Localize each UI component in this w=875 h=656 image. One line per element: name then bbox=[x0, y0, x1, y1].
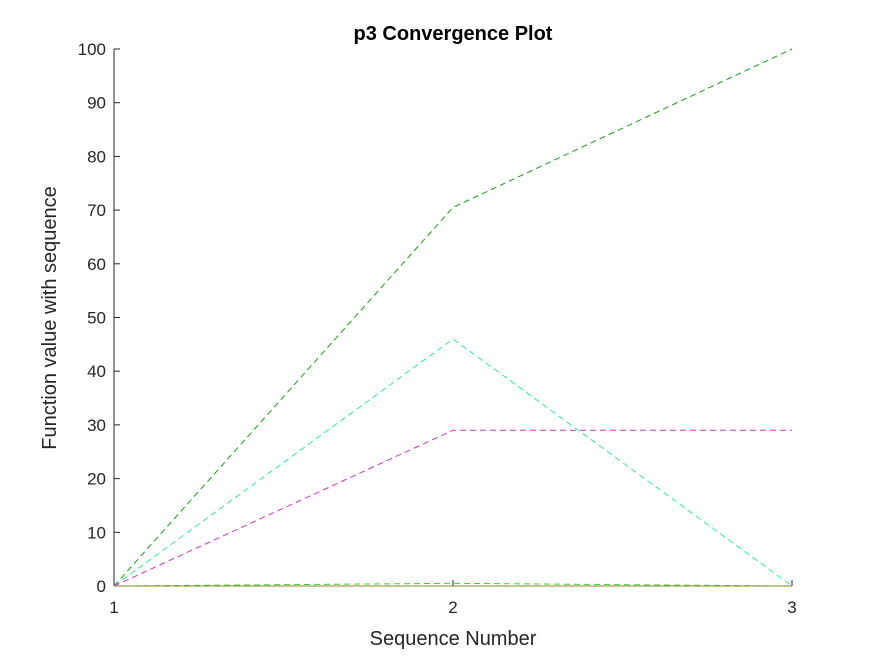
y-tick-label: 80 bbox=[87, 147, 106, 166]
series-line-4 bbox=[113, 582, 793, 587]
chart-title: p3 Convergence Plot bbox=[354, 23, 553, 45]
y-tick-label: 100 bbox=[78, 40, 106, 59]
x-axis-label: Sequence Number bbox=[370, 628, 537, 650]
y-tick-label: 70 bbox=[87, 201, 106, 220]
y-tick-label: 30 bbox=[87, 416, 106, 435]
y-tick-label: 40 bbox=[87, 362, 106, 381]
y-tick-label: 50 bbox=[87, 309, 106, 328]
plot-area bbox=[113, 48, 793, 587]
x-tick-label: 2 bbox=[448, 598, 457, 617]
y-tick-label: 0 bbox=[97, 577, 106, 596]
x-tick-label: 1 bbox=[109, 598, 118, 617]
y-tick-label: 60 bbox=[87, 255, 106, 274]
x-tick-label: 3 bbox=[787, 598, 796, 617]
y-tick-label: 10 bbox=[87, 523, 106, 542]
y-tick-label: 20 bbox=[87, 470, 106, 489]
series-line-3 bbox=[113, 429, 792, 587]
series-line-2 bbox=[113, 338, 793, 587]
y-axis-label: Function value with sequence bbox=[39, 186, 61, 450]
y-tick-label: 90 bbox=[87, 94, 106, 113]
series-line-1 bbox=[113, 48, 793, 587]
axes: 0 10 20 30 40 50 60 70 80 90 100 1 2 3 bbox=[78, 40, 797, 617]
